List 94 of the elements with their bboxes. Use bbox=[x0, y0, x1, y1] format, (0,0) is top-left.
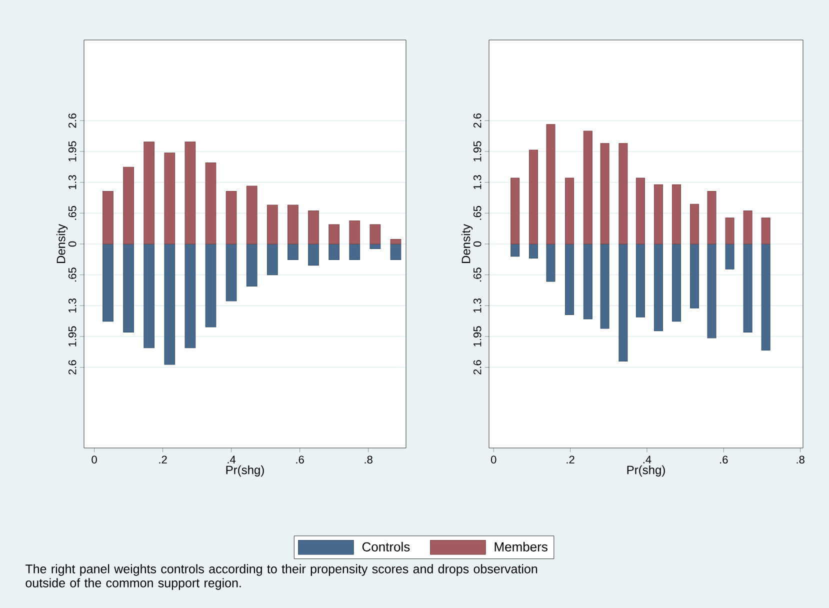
bar bbox=[184, 142, 196, 244]
x-tick-label: .6 bbox=[296, 456, 304, 464]
x-tick-label: .8 bbox=[364, 456, 372, 464]
y-tick-label: 1.95 bbox=[68, 141, 76, 162]
bar bbox=[246, 244, 258, 287]
bar bbox=[288, 204, 298, 244]
bar bbox=[583, 130, 592, 244]
bar bbox=[102, 244, 114, 322]
bar bbox=[725, 244, 734, 270]
bar bbox=[725, 218, 734, 244]
y-tick-label: 2.6 bbox=[473, 113, 482, 128]
bar bbox=[308, 244, 319, 266]
bar bbox=[184, 244, 196, 348]
bar bbox=[690, 244, 700, 308]
y-tick-label: .65 bbox=[473, 206, 482, 220]
y-tick-label: 1.3 bbox=[68, 298, 76, 312]
y-tick-label: 1.3 bbox=[473, 298, 482, 312]
y-tick-label: 2.6 bbox=[68, 360, 76, 374]
bar bbox=[743, 210, 752, 244]
y-tick-label: 1.95 bbox=[473, 141, 482, 162]
y-tick-label: 1.3 bbox=[68, 175, 76, 190]
x-tick-label: .8 bbox=[796, 456, 804, 464]
y-tick-label: 2.6 bbox=[473, 360, 482, 374]
bar bbox=[672, 244, 682, 322]
y-axis-title: Density bbox=[56, 224, 68, 264]
bar bbox=[761, 244, 770, 351]
bar bbox=[636, 178, 645, 244]
bar bbox=[328, 224, 340, 244]
bar bbox=[144, 142, 155, 244]
bar bbox=[636, 244, 645, 318]
bar bbox=[528, 244, 538, 259]
bar bbox=[390, 238, 402, 244]
y-tick-label: .65 bbox=[68, 268, 76, 282]
x-axis-title: Pr(shg) bbox=[627, 465, 665, 477]
x-tick-label: .4 bbox=[643, 456, 652, 464]
y-axis-title: Density bbox=[461, 224, 473, 264]
y-tick-label: 2.6 bbox=[68, 113, 76, 128]
x-axis-title: Pr(shg) bbox=[226, 465, 264, 477]
bar bbox=[565, 244, 574, 315]
bar bbox=[226, 244, 237, 302]
x-tick-label: .4 bbox=[228, 456, 236, 464]
x-tick-label: 0 bbox=[92, 456, 97, 464]
bar bbox=[565, 178, 574, 244]
bar bbox=[205, 162, 216, 244]
y-tick-label: .65 bbox=[473, 268, 482, 282]
bar bbox=[654, 184, 663, 244]
y-tick-label: 0 bbox=[473, 241, 482, 247]
y-tick-label: 1.95 bbox=[68, 326, 76, 346]
bar bbox=[266, 204, 278, 244]
bar bbox=[370, 224, 381, 244]
bar bbox=[164, 152, 176, 244]
bar bbox=[528, 150, 538, 244]
bar bbox=[672, 184, 682, 244]
bar bbox=[546, 124, 556, 244]
bar bbox=[654, 244, 663, 332]
bar bbox=[102, 191, 114, 244]
bar bbox=[743, 244, 752, 333]
legend-label: Controls bbox=[362, 542, 410, 552]
bar bbox=[266, 244, 278, 276]
bar bbox=[600, 143, 610, 244]
bar bbox=[583, 244, 592, 320]
bar bbox=[144, 244, 155, 348]
bar bbox=[164, 244, 176, 365]
bar bbox=[690, 204, 700, 244]
bar bbox=[600, 244, 610, 329]
bar bbox=[246, 186, 258, 244]
text: The right panel weights controls according to their propensity scores and drops observation outside of the common support region. bbox=[25, 564, 538, 590]
bar bbox=[205, 244, 216, 328]
bar bbox=[707, 191, 716, 244]
bar bbox=[288, 244, 298, 260]
bar bbox=[618, 143, 628, 244]
y-tick-label: 1.3 bbox=[473, 175, 482, 190]
bar bbox=[618, 244, 628, 362]
y-tick-label: 0 bbox=[68, 241, 76, 247]
y-tick-label: .65 bbox=[68, 206, 76, 220]
bar bbox=[707, 244, 716, 338]
bar bbox=[308, 210, 319, 244]
bar bbox=[123, 244, 134, 333]
bar bbox=[226, 191, 237, 244]
bar bbox=[390, 244, 402, 260]
bar bbox=[510, 244, 520, 257]
bar bbox=[349, 244, 360, 260]
bar bbox=[510, 178, 520, 244]
bar bbox=[349, 220, 360, 244]
bar bbox=[328, 244, 340, 260]
x-tick-label: 0 bbox=[490, 456, 496, 464]
bar bbox=[123, 166, 134, 244]
bar bbox=[761, 218, 770, 244]
x-tick-label: .6 bbox=[720, 456, 728, 464]
legend-label: Members bbox=[494, 542, 548, 552]
x-tick-label: .2 bbox=[566, 456, 574, 464]
bar bbox=[546, 244, 556, 282]
y-tick-label: 1.95 bbox=[473, 326, 482, 346]
x-tick-label: .2 bbox=[159, 456, 167, 464]
